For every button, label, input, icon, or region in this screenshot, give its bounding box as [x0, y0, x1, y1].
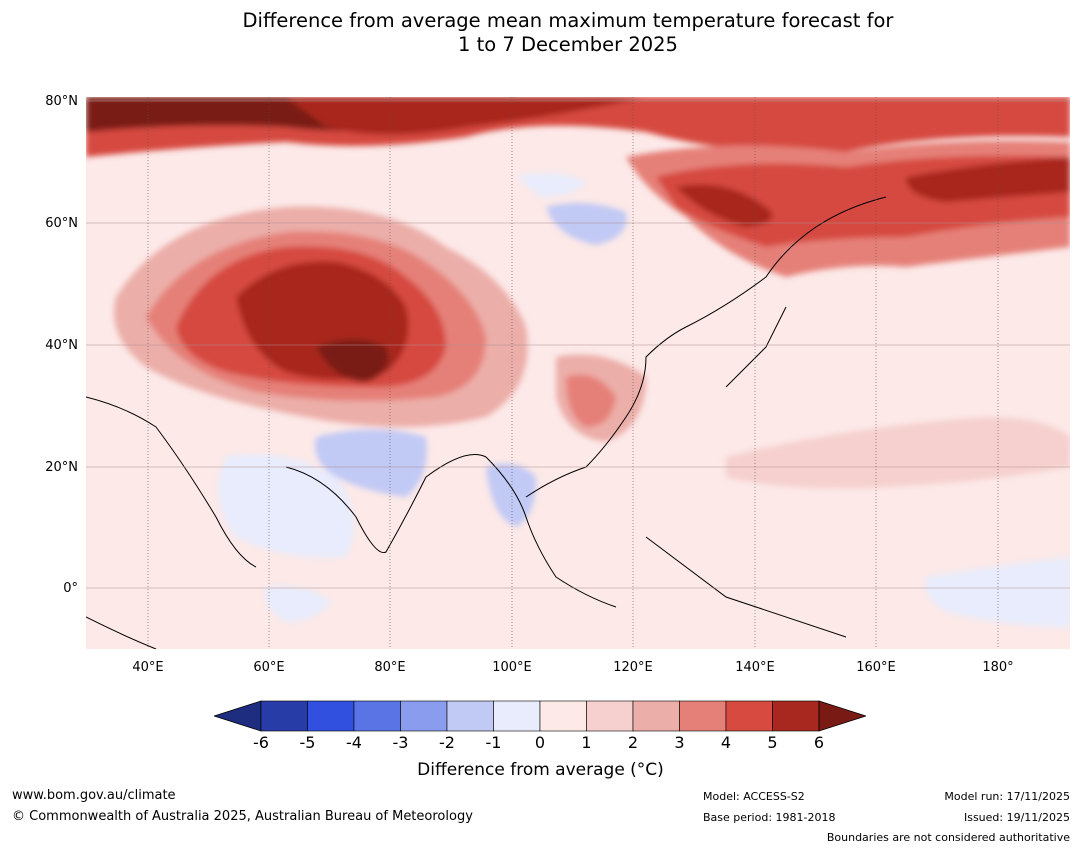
- website-link[interactable]: www.bom.gov.au/climate: [12, 788, 176, 803]
- colorbar-tick: -5: [299, 733, 316, 752]
- lat-label-60n: 60°N: [45, 216, 78, 231]
- colorbar-tick: 4: [720, 733, 732, 752]
- colorbar-tick: 5: [767, 733, 778, 752]
- colorbar-bin: [260, 700, 308, 732]
- boundaries-disclaimer: Boundaries are not considered authoritat…: [826, 831, 1070, 844]
- lon-label-40e: 40°E: [132, 660, 164, 675]
- lat-label-20n: 20°N: [45, 460, 78, 475]
- colorbar-bin: [725, 700, 773, 732]
- colorbar-bin: [539, 700, 587, 732]
- colorbar-bin: [400, 700, 448, 732]
- anomaly-fields: [86, 97, 1070, 627]
- graticule: [86, 100, 1070, 589]
- colorbar-tick: -6: [253, 733, 269, 752]
- colorbar-tick: 1: [581, 733, 592, 752]
- copyright: © Commonwealth of Australia 2025, Austra…: [12, 809, 473, 824]
- lat-label-0: 0°: [63, 581, 78, 596]
- colorbar-tick: 2: [627, 733, 639, 752]
- coastlines: [86, 196, 887, 649]
- lon-label-140e: 140°E: [735, 660, 775, 675]
- colorbar-tick: -3: [392, 733, 409, 752]
- title-line-1: Difference from average mean maximum tem…: [242, 9, 894, 32]
- colorbar-tick: -1: [485, 733, 502, 752]
- lon-label-120e: 120°E: [613, 660, 653, 675]
- title-line-2: 1 to 7 December 2025: [458, 33, 678, 56]
- colorbar-tick: -2: [439, 733, 455, 752]
- model-run-date: Model run: 17/11/2025: [944, 790, 1070, 803]
- base-period: Base period: 1981-2018: [703, 811, 836, 824]
- colorbar-tick: 0: [534, 733, 546, 752]
- lon-label-60e: 60°E: [253, 660, 285, 675]
- colorbar-bin: [353, 700, 401, 732]
- lon-label-100e: 100°E: [492, 660, 532, 675]
- colorbar-bin: [772, 700, 820, 732]
- colorbar-arrow-low: [214, 700, 262, 732]
- colorbar-bin: [307, 700, 355, 732]
- meridians: [147, 97, 999, 649]
- colorbar-arrow-high: [818, 700, 866, 732]
- model-name: Model: ACCESS-S2: [703, 790, 805, 803]
- colorbar-bin: [632, 700, 680, 732]
- colorbar-bin: [493, 700, 541, 732]
- lat-label-80n: 80°N: [45, 94, 78, 109]
- colorbar-bin: [446, 700, 494, 732]
- colorbar-label: Difference from average (°C): [417, 760, 664, 780]
- lat-label-40n: 40°N: [45, 338, 78, 353]
- issued-date: Issued: 19/11/2025: [963, 811, 1070, 824]
- colorbar-bin: [586, 700, 634, 732]
- colorbar-tick: -4: [346, 733, 362, 752]
- colorbar-tick: 3: [674, 733, 685, 752]
- colorbar: [214, 700, 866, 732]
- lon-label-80e: 80°E: [374, 660, 406, 675]
- colorbar-bin: [679, 700, 727, 732]
- lon-label-160e: 160°E: [856, 660, 896, 675]
- chart-title: Difference from average mean maximum tem…: [0, 9, 1081, 57]
- colorbar-tick: 6: [813, 733, 825, 752]
- lon-label-180: 180°: [982, 660, 1014, 675]
- temperature-anomaly-map: [86, 97, 1070, 649]
